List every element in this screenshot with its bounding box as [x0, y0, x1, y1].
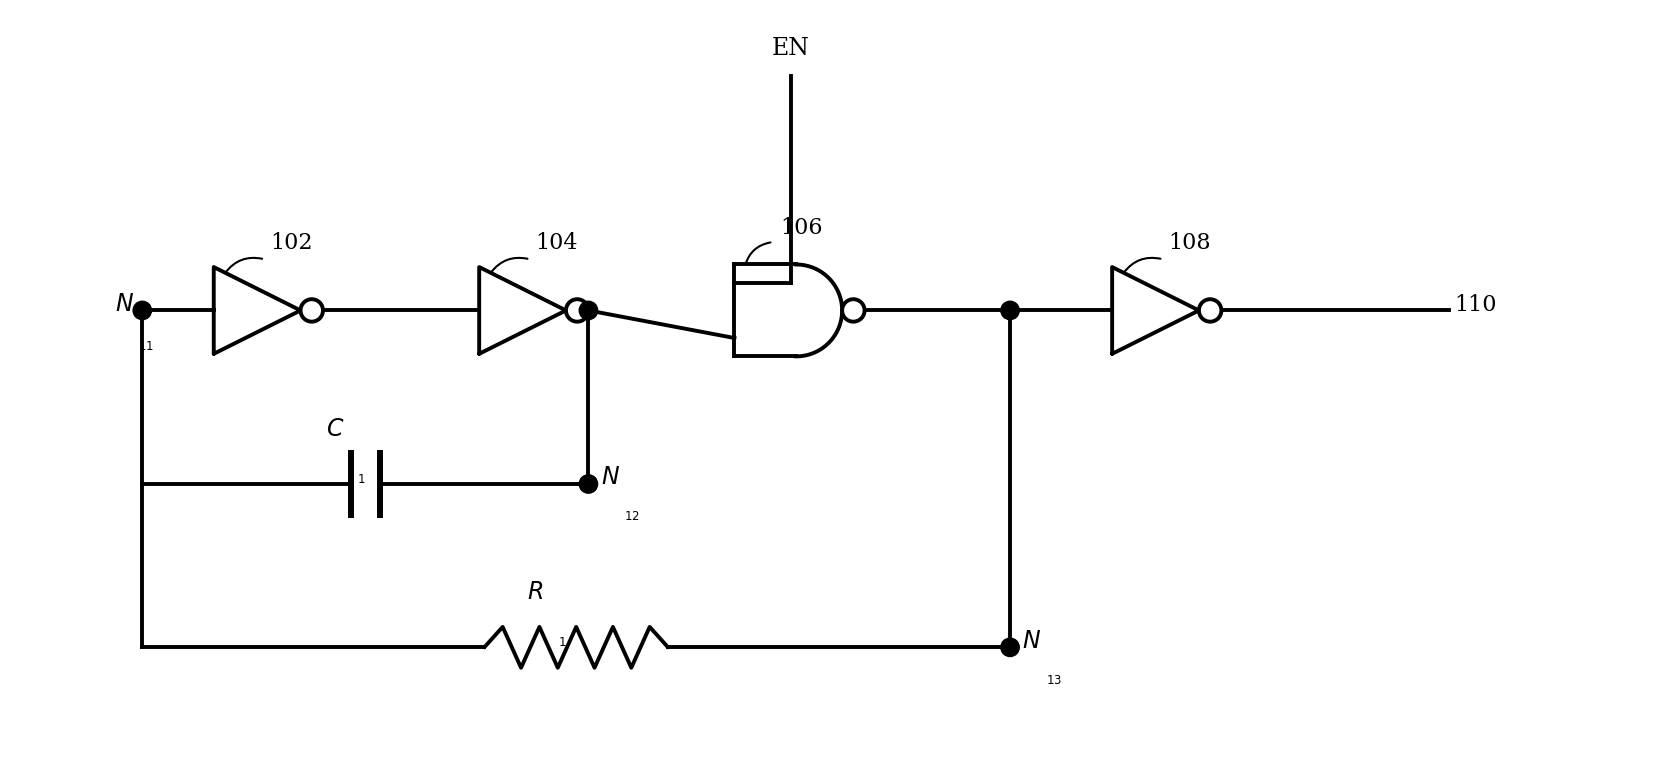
Text: $_1$: $_1$ — [358, 469, 366, 485]
Text: $N$: $N$ — [601, 467, 619, 489]
Text: $_1$: $_1$ — [557, 632, 567, 649]
Text: $_{12}$: $_{12}$ — [624, 506, 641, 523]
Text: 110: 110 — [1454, 294, 1497, 317]
Text: $N$: $N$ — [115, 293, 134, 316]
Text: $N$: $N$ — [1022, 630, 1041, 652]
Circle shape — [579, 474, 597, 493]
Text: EN: EN — [771, 37, 810, 60]
Circle shape — [1000, 301, 1019, 320]
Text: $C$: $C$ — [326, 418, 345, 441]
Text: 108: 108 — [1168, 232, 1211, 255]
Text: $_{13}$: $_{13}$ — [1046, 670, 1062, 687]
Circle shape — [1200, 300, 1221, 322]
Circle shape — [565, 300, 589, 322]
Circle shape — [301, 300, 323, 322]
Text: 102: 102 — [269, 232, 313, 255]
Circle shape — [1000, 638, 1019, 656]
Text: 104: 104 — [535, 232, 577, 255]
Circle shape — [842, 300, 865, 322]
Text: $R$: $R$ — [527, 581, 544, 604]
Circle shape — [134, 301, 152, 320]
Circle shape — [579, 301, 597, 320]
Text: $_{11}$: $_{11}$ — [139, 336, 154, 353]
Text: 106: 106 — [780, 217, 823, 239]
